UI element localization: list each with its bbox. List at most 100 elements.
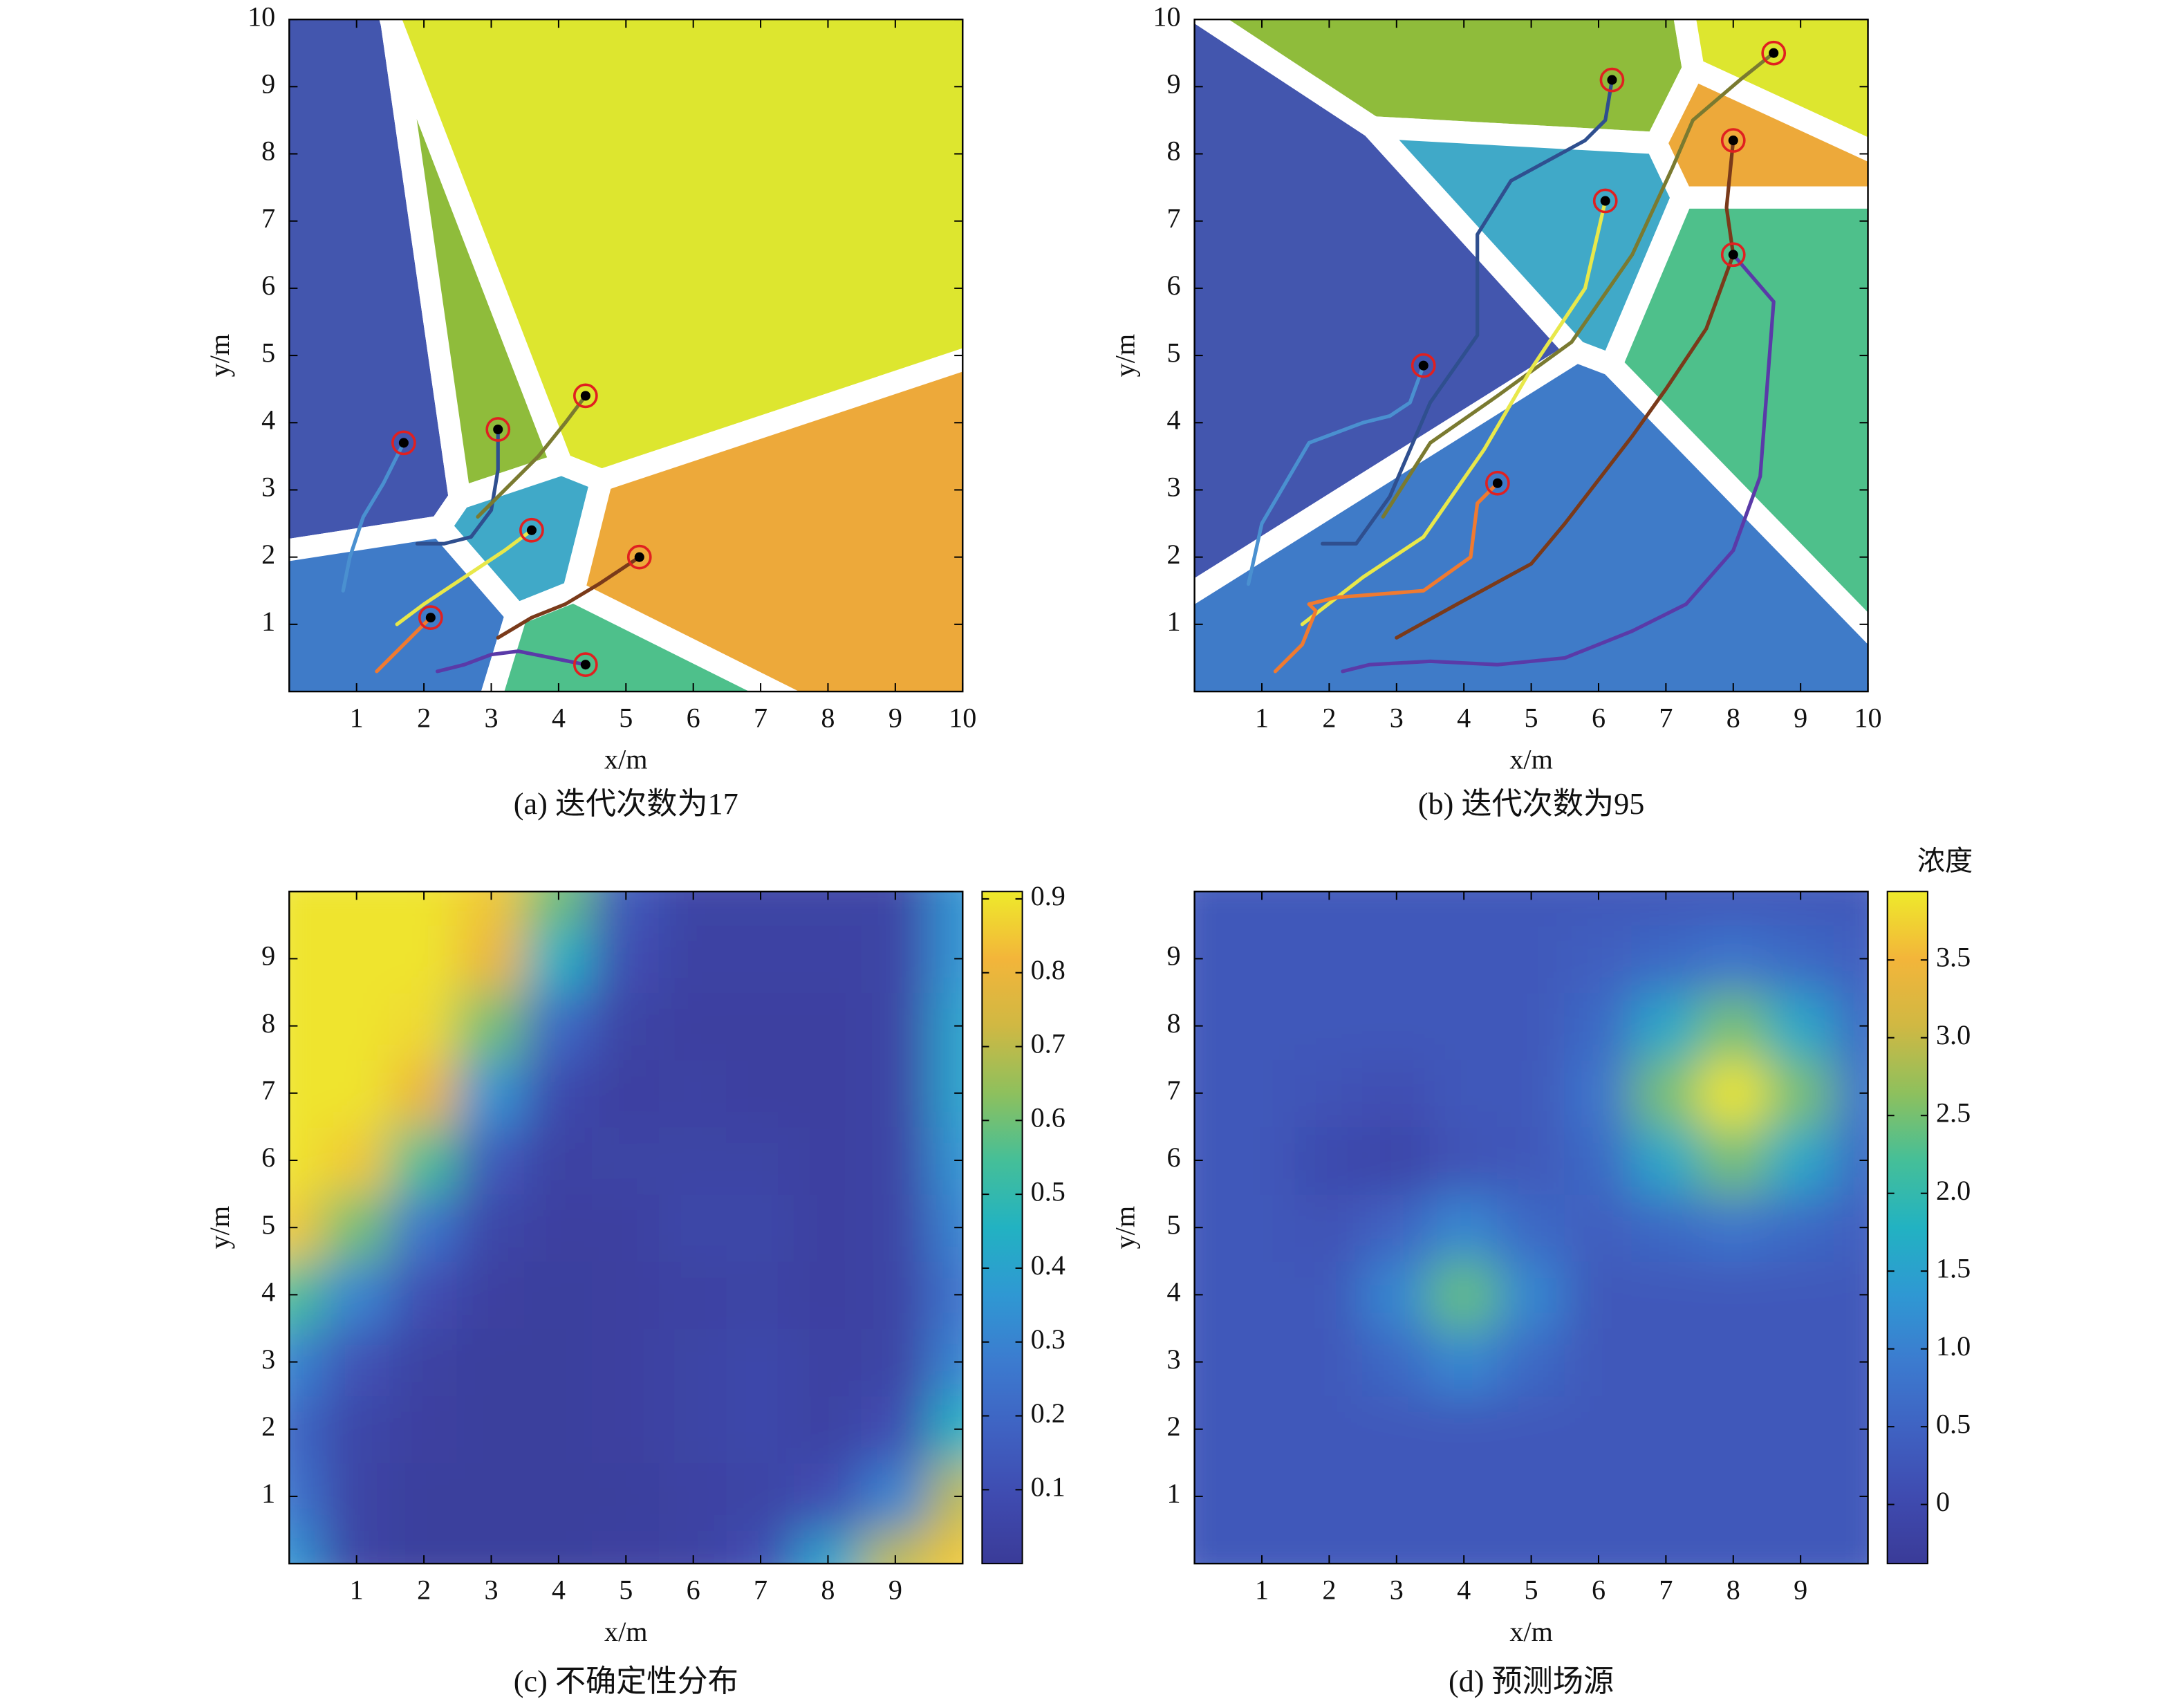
agent-ring: [391, 430, 416, 456]
y-tick-label: 1: [261, 1478, 275, 1509]
heatmap-cell: [1294, 1395, 1364, 1464]
heatmap-cell: [1294, 1462, 1364, 1531]
agent-dot: [1418, 360, 1428, 371]
heatmap-cell: [389, 1462, 458, 1531]
x-tick-label: 2: [417, 1575, 431, 1606]
heatmap-cell: [1227, 1126, 1296, 1195]
x-tick-label: 4: [1457, 702, 1471, 733]
heatmap-cell: [1699, 1462, 1768, 1531]
heatmap-cell: [928, 1529, 963, 1564]
y-tick-label: 4: [1166, 404, 1180, 435]
x-tick-label: 6: [1592, 1575, 1605, 1606]
heatmap-cell: [928, 891, 963, 926]
heatmap-cell: [1194, 1529, 1229, 1564]
heatmap-cell: [1294, 1126, 1364, 1195]
y-tick-label: 9: [261, 68, 275, 100]
agent-ring: [626, 544, 652, 570]
agent-dot: [634, 552, 644, 562]
x-axis-label: x/m: [1509, 744, 1552, 775]
x-tick-label: 8: [821, 702, 835, 733]
heatmap-cell: [1631, 1126, 1701, 1195]
y-tick-label: 7: [1166, 1075, 1180, 1106]
heatmap-cell: [1429, 1260, 1498, 1329]
heatmap-cell: [726, 924, 795, 994]
heatmap-cell: [793, 1395, 863, 1464]
heatmap-cell: [1564, 1059, 1633, 1128]
x-tick-label: 2: [1322, 1575, 1336, 1606]
heatmap-cell: [322, 1059, 391, 1128]
heatmap-cell: [389, 924, 458, 994]
x-tick-label: 5: [1525, 702, 1538, 733]
heatmap-cell: [524, 1193, 593, 1262]
y-tick-label: 5: [261, 1209, 275, 1240]
heatmap-cell: [793, 924, 863, 994]
x-tick-label: 9: [888, 702, 902, 733]
plot-area: [1194, 891, 1868, 1564]
heatmap-cell: [1631, 1059, 1701, 1128]
heatmap-cell: [1631, 1395, 1701, 1464]
x-tick-label: 3: [484, 702, 498, 733]
trajectory: [1321, 77, 1614, 546]
y-tick-label: 6: [261, 270, 275, 301]
heatmap-cell: [793, 992, 863, 1061]
y-tick-label: 5: [1166, 1209, 1180, 1240]
heatmap-cell: [726, 992, 795, 1061]
heatmap-cell: [861, 1193, 930, 1262]
colorbar-tick-label: 0.6: [1031, 1102, 1065, 1133]
x-tick-label: 9: [888, 1575, 902, 1606]
x-tick-label: 6: [1592, 702, 1605, 733]
heatmap-cell: [1362, 1126, 1431, 1195]
heatmap-cell: [793, 1193, 863, 1262]
heatmap-cell: [1362, 924, 1431, 994]
trajectory: [1381, 51, 1776, 519]
heatmap-cell: [524, 1462, 593, 1531]
colorbar-tick-label: 0.3: [1031, 1324, 1065, 1355]
x-tick-label: 9: [1794, 702, 1807, 733]
heatmap-cell: [524, 1327, 593, 1397]
heatmap-cell: [1766, 1462, 1835, 1531]
heatmap-cell: [1631, 1462, 1701, 1531]
agent-dot: [1600, 196, 1610, 206]
heatmap-cell: [1294, 1327, 1364, 1397]
colorbar: [1886, 891, 1928, 1565]
heatmap-cell: [1362, 1327, 1431, 1397]
heatmap-cell: [1699, 992, 1768, 1061]
x-tick-label: 1: [350, 1575, 364, 1606]
x-tick-label: 1: [1255, 1575, 1269, 1606]
agent-ring: [1592, 188, 1618, 214]
heatmap-cell: [1362, 992, 1431, 1061]
agent-ring: [573, 652, 598, 678]
heatmap-cell: [1294, 1059, 1364, 1128]
y-tick-label: 2: [1166, 1411, 1180, 1442]
trajectory: [395, 528, 534, 626]
heatmap-cell: [1699, 1395, 1768, 1464]
heatmap-cell: [1429, 1059, 1498, 1128]
y-tick-label: 5: [261, 337, 275, 368]
heatmap-cell: [1699, 1327, 1768, 1397]
plot-area: [1194, 19, 1868, 692]
heatmap-cell: [456, 1395, 526, 1464]
y-tick-label: 8: [1166, 136, 1180, 167]
heatmap-cell: [1429, 1193, 1498, 1262]
y-tick-label: 2: [261, 1411, 275, 1442]
heatmap-cell: [1294, 992, 1364, 1061]
agent-dot: [1728, 250, 1738, 260]
x-tick-label: 4: [552, 1575, 566, 1606]
y-tick-label: 5: [1166, 337, 1180, 368]
heatmap-cell: [1766, 1260, 1835, 1329]
heatmap-cell: [1766, 992, 1835, 1061]
trajectory: [1395, 138, 1735, 640]
heatmap-cell: [1429, 1395, 1498, 1464]
heatmap-cell: [1699, 1126, 1768, 1195]
heatmap-cell: [1766, 1126, 1835, 1195]
heatmap-cell: [591, 1126, 660, 1195]
heatmap-cell: [456, 924, 526, 994]
trajectory: [476, 393, 588, 519]
heatmap-cell: [1564, 1327, 1633, 1397]
heatmap-cell: [1227, 1260, 1296, 1329]
heatmap-cell: [289, 891, 324, 926]
heatmap-cell: [456, 1059, 526, 1128]
heatmap-cell: [1564, 1260, 1633, 1329]
colorbar-tick-label: 0.4: [1031, 1250, 1065, 1281]
trajectory: [415, 427, 500, 546]
